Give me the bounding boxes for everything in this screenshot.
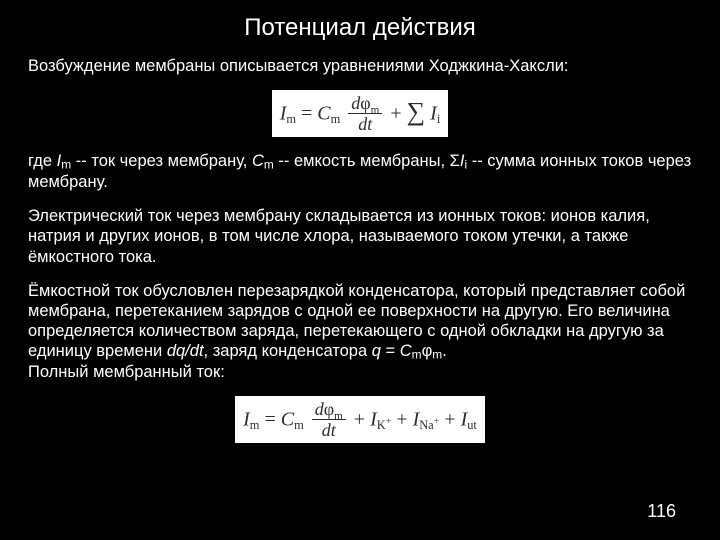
slide-title: Потенциал действия — [28, 14, 692, 42]
formula-2-container: Im = Cm dφm dt + IK+ + INa+ + Iut — [28, 396, 692, 443]
definition-paragraph: где Im -- ток через мембрану, Cm -- емко… — [28, 151, 692, 192]
page-number: 116 — [647, 501, 676, 522]
current-composition-paragraph: Электрический ток через мембрану складыв… — [28, 206, 692, 266]
capacitive-paragraph: Ёмкостной ток обусловлен перезарядкой ко… — [28, 281, 692, 383]
formula-2: Im = Cm dφm dt + IK+ + INa+ + Iut — [235, 396, 485, 443]
formula-1-container: Im = Cm dφm dt + ∑ Ii — [28, 90, 692, 137]
intro-paragraph: Возбуждение мембраны описывается уравнен… — [28, 56, 692, 76]
formula-1: Im = Cm dφm dt + ∑ Ii — [272, 90, 449, 137]
